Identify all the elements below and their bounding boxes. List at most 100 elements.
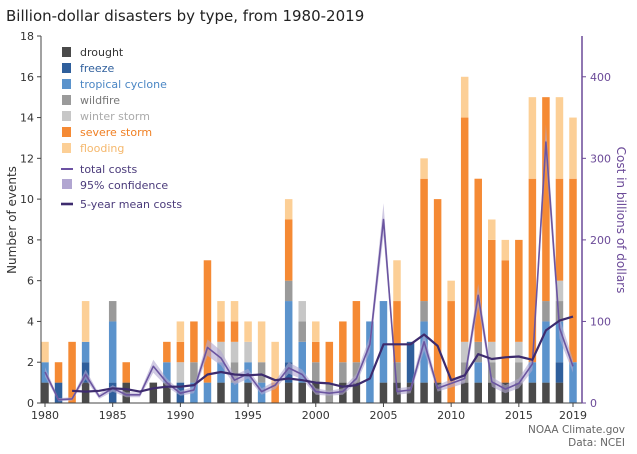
bar-flooding-1994 [230, 301, 239, 322]
bar-severe-storm-1986 [122, 362, 130, 383]
bar-freeze-1981 [54, 382, 63, 403]
bar-severe-storm-1993 [217, 321, 225, 342]
bar-wildfire-2018 [555, 301, 564, 322]
bar-wildfire-2003 [352, 362, 361, 383]
bar-drought-2008 [420, 382, 428, 403]
bar-severe-storm-1981 [54, 362, 63, 383]
y-tick-label-8: 8 [27, 234, 34, 247]
legend-swatch-flooding [62, 143, 71, 153]
credit: NOAA Climate.gov Data: NCEI [528, 424, 625, 450]
bar-tropical-cyclone-2017 [542, 321, 550, 383]
bar-severe-storm-2018 [555, 178, 564, 281]
bar-wildfire-2008 [420, 301, 428, 322]
bar-severe-storm-2019 [569, 178, 577, 363]
bar-flooding-1997 [271, 341, 279, 383]
y-tick-label-16: 16 [20, 71, 34, 84]
bar-drought-1999 [298, 382, 306, 403]
y-tick-label-10: 10 [20, 193, 34, 206]
bar-severe-storm-1997 [271, 382, 279, 403]
bar-drought-2003 [352, 382, 361, 403]
bar-wildfire-2015 [515, 362, 523, 383]
bar-drought-1980 [41, 382, 49, 403]
y2-axis-title: Cost in billions of dollars [614, 147, 628, 294]
legend: drought freeze tropical cyclone wildfire win… [61, 46, 182, 211]
bar-winter-storm-1999 [298, 301, 306, 322]
bar-severe-storm-2015 [515, 239, 523, 342]
legend-swatch-winter-storm [62, 111, 71, 121]
y-tick-label-12: 12 [20, 152, 34, 165]
y2-tick-label-100: 100 [590, 315, 611, 328]
bar-severe-storm-2000 [312, 341, 320, 363]
bar-wildfire-1994 [230, 362, 239, 383]
x-tick-label-2000: 2000 [302, 409, 330, 422]
bar-severe-storm-2010 [447, 301, 455, 403]
bar-wildfire-1999 [298, 321, 306, 342]
bar-flooding-1983 [81, 301, 90, 342]
bar-flooding-1993 [217, 301, 225, 322]
bar-tropical-cyclone-2005 [379, 301, 388, 383]
bar-tropical-cyclone-1989 [163, 362, 171, 383]
bar-flooding-2011 [460, 76, 469, 118]
bar-drought-2011 [460, 382, 469, 403]
bar-flooding-2008 [420, 158, 428, 179]
bar-severe-storm-2011 [460, 117, 469, 342]
bar-drought-2009 [433, 382, 442, 403]
y-tick-label-4: 4 [27, 315, 34, 328]
bar-tropical-cyclone-2004 [366, 321, 374, 403]
bar-drought-1989 [163, 382, 171, 403]
bar-wildfire-2000 [312, 362, 320, 383]
bar-flooding-2014 [501, 239, 510, 261]
bar-severe-storm-2009 [433, 199, 442, 383]
bar-freeze-2007 [406, 341, 415, 383]
bar-winter-storm-1995 [244, 341, 252, 363]
credit-data: Data: NCEI [568, 437, 625, 449]
bar-drought-2017 [542, 382, 550, 403]
bar-freeze-2018 [555, 362, 564, 383]
bar-winter-storm-2018 [555, 280, 564, 302]
bar-severe-storm-2017 [542, 97, 550, 302]
bar-wildfire-1996 [257, 362, 266, 383]
legend-swatch-drought [62, 47, 71, 57]
bar-flooding-2006 [393, 260, 401, 302]
bar-flooding-2019 [569, 117, 577, 179]
bar-flooding-1990 [176, 321, 185, 342]
bar-wildfire-1998 [284, 280, 293, 302]
legend-label-total-costs: total costs [80, 163, 137, 176]
y-axis-title: Number of events [5, 166, 19, 274]
bar-flooding-2010 [447, 280, 455, 302]
legend-label-winter-storm: winter storm [80, 110, 150, 123]
bar-wildfire-1991 [190, 362, 198, 383]
bar-drought-1995 [244, 382, 252, 403]
bar-drought-1983 [81, 382, 90, 403]
bar-severe-storm-1992 [203, 260, 212, 383]
bar-tropical-cyclone-1985 [108, 321, 117, 383]
bar-flooding-1998 [284, 199, 293, 220]
x-tick-label-2015: 2015 [505, 409, 533, 422]
bar-wildfire-2002 [339, 362, 347, 383]
legend-label-drought: drought [80, 46, 124, 59]
chart-title: Billion-dollar disasters by type, from 1… [6, 7, 365, 25]
bar-tropical-cyclone-2012 [474, 362, 482, 383]
bar-winter-storm-1990 [176, 362, 185, 383]
bar-tropical-cyclone-2019 [569, 362, 577, 403]
legend-label-flooding: flooding [80, 142, 124, 155]
bar-flooding-2018 [555, 97, 564, 179]
bar-severe-storm-1994 [230, 321, 239, 342]
bar-wildfire-2017 [542, 301, 550, 322]
x-tick-label-1990: 1990 [166, 409, 194, 422]
bar-tropical-cyclone-1983 [81, 341, 90, 363]
legend-swatch-wildfire [62, 95, 71, 105]
bar-drought-2005 [379, 382, 388, 403]
line-total-costs [44, 141, 574, 401]
y-tick-label-18: 18 [20, 30, 34, 43]
legend-label-95-confidence: 95% confidence [80, 179, 168, 192]
bar-freeze-1985 [108, 382, 117, 403]
bar-severe-storm-2001 [325, 341, 334, 383]
y2-tick-label-300: 300 [590, 152, 611, 165]
bar-severe-storm-1991 [190, 321, 198, 363]
bar-severe-storm-2003 [352, 301, 361, 363]
x-tick-label-1980: 1980 [31, 409, 59, 422]
bar-tropical-cyclone-2016 [528, 362, 537, 383]
